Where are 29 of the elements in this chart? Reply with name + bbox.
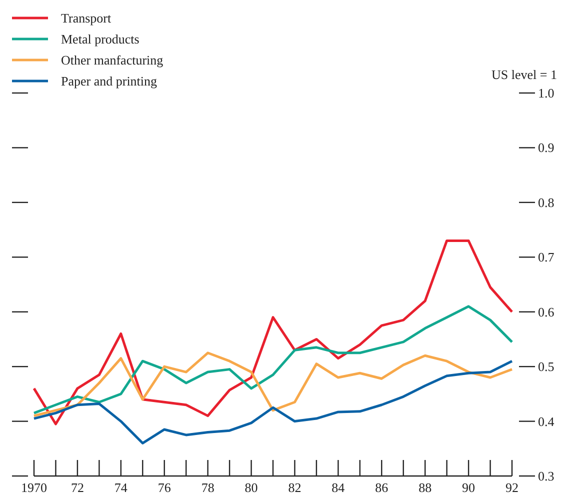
x-tick-label: 86 — [375, 480, 389, 495]
x-tick-label: 74 — [114, 480, 128, 495]
y-axis-title: US level = 1 — [492, 67, 557, 82]
x-tick-label: 92 — [506, 480, 518, 495]
line-series — [32, 305, 514, 414]
x-tick-label: 88 — [418, 480, 432, 495]
y-tick-label: 0.3 — [538, 468, 554, 484]
x-tick-label: 78 — [201, 480, 214, 495]
line-series — [32, 360, 514, 444]
y-tick-label: 0.7 — [538, 250, 555, 265]
line-series — [32, 239, 514, 426]
legend-label: Transport — [61, 10, 112, 26]
x-tick-label: 80 — [244, 480, 258, 495]
x-tick-label: 90 — [462, 480, 476, 495]
y-tick-label: 1.0 — [538, 86, 554, 100]
y-tick-label: 0.6 — [538, 304, 555, 320]
legend-label: Paper and printing — [61, 74, 158, 88]
y-tick-label: 0.4 — [538, 414, 555, 429]
y-tick-label: 0.8 — [538, 194, 554, 210]
y-tick-label: 0.5 — [538, 359, 554, 374]
y-tick-label: 0.9 — [538, 140, 554, 156]
legend-label: Other manfacturing — [61, 52, 164, 68]
x-tick-label: 84 — [332, 480, 346, 495]
x-tick-label: 72 — [70, 480, 84, 495]
x-tick-label: 82 — [288, 480, 302, 495]
line-series — [32, 352, 514, 418]
legend-label: Metal products — [61, 32, 140, 46]
x-tick-label: 76 — [158, 480, 172, 495]
x-tick-label: 1970 — [21, 480, 47, 495]
